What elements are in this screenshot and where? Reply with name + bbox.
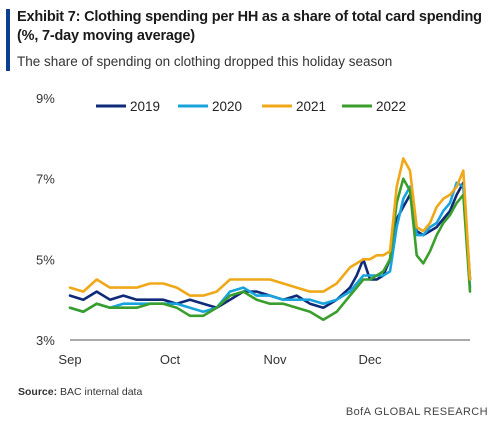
y-tick-label: 5% — [36, 252, 55, 267]
brand-label: BofA GLOBAL RESEARCH — [345, 406, 488, 418]
x-tick-label: Nov — [263, 352, 287, 367]
chart-area: 2019 2020 2021 2022 3% 5% 7% 9% Sep Oct Nov Dec — [0, 80, 500, 380]
series-line-2022 — [68, 177, 472, 322]
y-tick-label: 7% — [36, 172, 55, 187]
x-tick-label: Sep — [58, 352, 81, 367]
legend: 2019 2020 2021 2022 — [96, 99, 406, 114]
legend-label-2020: 2020 — [212, 99, 242, 114]
legend-label-2022: 2022 — [376, 99, 406, 114]
series-line-2021 — [68, 157, 472, 297]
legend-label-2019: 2019 — [130, 99, 160, 114]
x-tick-label: Dec — [358, 352, 382, 367]
y-tick-label: 9% — [36, 91, 55, 106]
title-accent-bar — [6, 9, 10, 71]
source-text: BAC internal data — [60, 386, 143, 398]
source-label: Source: — [18, 386, 58, 398]
legend-label-2021: 2021 — [296, 99, 326, 114]
y-tick-label: 3% — [36, 333, 55, 348]
plot-area — [68, 157, 472, 322]
line-chart: 2019 2020 2021 2022 3% 5% 7% 9% Sep Oct Nov Dec — [36, 91, 472, 367]
y-axis: 3% 5% 7% 9% — [36, 91, 55, 348]
x-tick-label: Oct — [160, 352, 181, 367]
chart-title: Exhibit 7: Clothing spending per HH as a… — [17, 9, 482, 44]
source-note: Source: BAC internal data — [18, 386, 142, 398]
x-axis: Sep Oct Nov Dec — [58, 339, 470, 367]
chart-subtitle: The share of spending on clothing droppe… — [17, 54, 393, 69]
